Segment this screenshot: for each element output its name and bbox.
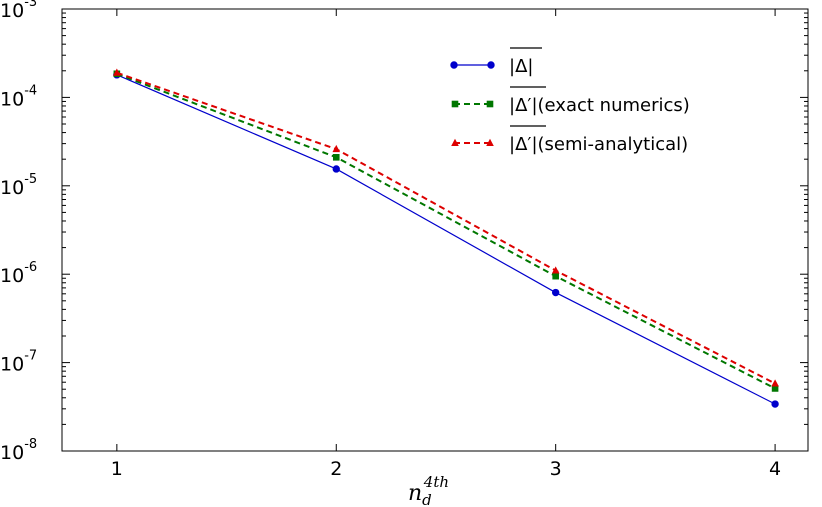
legend: |Δ| |Δ′|(exact numerics) |Δ′|(semi-analyti…: [450, 47, 690, 155]
series-layer: [113, 68, 779, 408]
legend-entry: |Δ′|(semi-analytical): [451, 125, 688, 155]
x-tick-label: 2: [330, 458, 342, 480]
series-3: [113, 68, 779, 387]
data-point: [552, 272, 559, 280]
x-tick-label: 3: [550, 458, 562, 480]
plot-area: [61, 8, 809, 452]
legend-entry: |Δ′|(exact numerics): [451, 86, 690, 116]
y-tick-label: 10-7: [0, 349, 37, 376]
series-line: [116, 71, 776, 385]
x-axis: 1 2 3 4: [111, 9, 781, 480]
plot-frame: [61, 8, 809, 452]
legend-marker: [486, 138, 494, 146]
data-point: [332, 165, 340, 173]
y-tick-label: 10-6: [0, 260, 37, 287]
y-tick-label: 10-8: [0, 437, 37, 464]
legend-marker: [487, 61, 495, 69]
legend-marker: [450, 61, 458, 69]
legend-label: |Δ′|(exact numerics): [509, 95, 690, 116]
data-point: [113, 68, 121, 76]
data-point: [332, 144, 341, 153]
data-point: [771, 379, 779, 387]
data-point: [332, 154, 340, 161]
data-point: [771, 385, 779, 392]
legend-marker: [451, 100, 459, 108]
legend-marker: [486, 100, 494, 108]
data-point: [771, 400, 779, 408]
legend-label: |Δ|: [509, 56, 533, 77]
y-tick-label: 10-3: [0, 0, 37, 22]
x-axis-label: nd4th: [408, 473, 449, 507]
x-tick-label: 1: [111, 458, 123, 480]
series-1: [113, 71, 779, 408]
legend-entry: |Δ|: [450, 47, 542, 77]
y-tick-label: 10-5: [0, 172, 37, 199]
data-point: [551, 288, 560, 297]
y-tick-label: 10-4: [0, 83, 37, 110]
data-point: [551, 266, 560, 274]
legend-label: |Δ′|(semi-analytical): [509, 134, 688, 155]
series-line: [116, 74, 776, 405]
x-tick-label: 4: [769, 458, 781, 480]
legend-marker: [451, 138, 459, 146]
y-axis: 10-8 10-7 10-6 10-5 10-4 10-3: [0, 0, 808, 464]
